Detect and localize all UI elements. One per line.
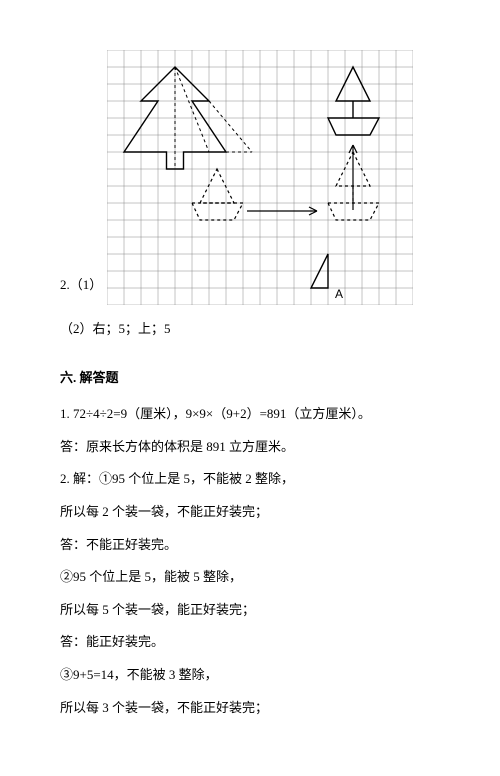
grid-number-label: 2.（1） xyxy=(60,271,102,300)
q2-line5: 所以每 5 个装一袋，能正好装完； xyxy=(60,596,440,625)
q2-line8: 所以每 3 个装一袋，不能正好装完； xyxy=(60,694,440,723)
q2-line7: ③9+5=14，不能被 3 整除， xyxy=(60,661,440,690)
q1-line2: 答：原来长方体的体积是 891 立方厘米。 xyxy=(60,433,440,462)
q2-line4: ②95 个位上是 5，能被 5 整除， xyxy=(60,563,440,592)
answer-2-2: （2）右；5；上；5 xyxy=(60,315,440,344)
section-6-title: 六. 解答题 xyxy=(60,364,440,393)
q2-line1: 2. 解：①95 个位上是 5，不能被 2 整除， xyxy=(60,465,440,494)
label-a: A xyxy=(335,287,343,301)
q2-line2: 所以每 2 个装一袋，不能正好装完； xyxy=(60,498,440,527)
q2-line6: 答：能正好装完。 xyxy=(60,628,440,657)
grid-figure: 2.（1） xyxy=(60,50,440,305)
grid-svg: A xyxy=(107,50,413,305)
q1-line1: 1. 72÷4÷2=9（厘米），9×9×（9+2）=891（立方厘米）。 xyxy=(60,400,440,429)
q2-line3: 答：不能正好装完。 xyxy=(60,531,440,560)
